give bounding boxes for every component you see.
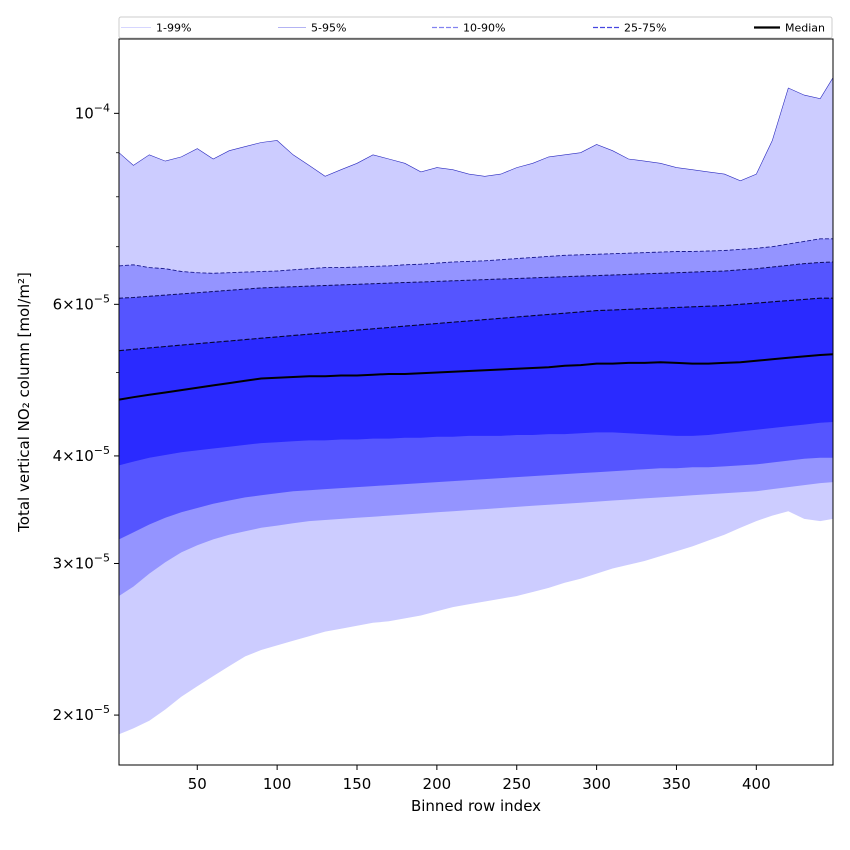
x-tick-label: 350 xyxy=(662,775,691,793)
legend-label: 5-95% xyxy=(311,22,346,35)
median-layer xyxy=(118,353,834,401)
y-tick-label: 4×10−5 xyxy=(53,444,110,465)
legend: 1-99% 5-95% 10-90% 25-75% Median xyxy=(118,16,833,39)
legend-label: 1-99% xyxy=(156,22,191,35)
plot-area xyxy=(118,38,834,766)
legend-label: 10-90% xyxy=(463,22,505,35)
legend-entry-5-95%: 5-95% xyxy=(278,22,346,35)
x-axis: 50 100 150 200 250 300 350 400 xyxy=(188,765,771,793)
y-tick-label: 6×10−5 xyxy=(53,292,110,313)
band-25-75%-upper-line xyxy=(118,297,833,352)
y-axis-label: Total vertical NO₂ column [mol/m²] xyxy=(15,272,33,533)
legend-entry-10-90%: 10-90% xyxy=(432,22,505,35)
x-tick-label: 250 xyxy=(502,775,531,793)
percentile-bands xyxy=(118,77,834,735)
y-tick-label: 3×10−5 xyxy=(53,551,110,572)
legend-label: 25-75% xyxy=(624,22,666,35)
band-1-99%-upper-line xyxy=(118,77,834,182)
x-tick-label: 200 xyxy=(423,775,452,793)
legend-entry-Median: Median xyxy=(754,22,825,35)
band-25-75%-fill xyxy=(119,298,833,466)
x-tick-label: 50 xyxy=(188,775,207,793)
legend-entry-1-99%: 1-99% xyxy=(121,22,191,35)
x-tick-label: 400 xyxy=(742,775,771,793)
y-tick-label: 10−4 xyxy=(75,101,110,122)
y-tick-label: 2×10−5 xyxy=(53,703,110,724)
median-line xyxy=(118,353,834,401)
x-tick-label: 300 xyxy=(582,775,611,793)
legend-label: Median xyxy=(785,22,825,35)
legend-entry-25-75%: 25-75% xyxy=(593,22,666,35)
y-axis: 2×10−5 3×10−5 4×10−5 6×10−5 10−4 xyxy=(53,101,119,724)
legend-frame xyxy=(118,16,833,39)
x-tick-label: 150 xyxy=(343,775,372,793)
x-axis-label: Binned row index xyxy=(411,797,541,815)
plot-frame xyxy=(118,38,834,766)
x-tick-label: 100 xyxy=(263,775,292,793)
